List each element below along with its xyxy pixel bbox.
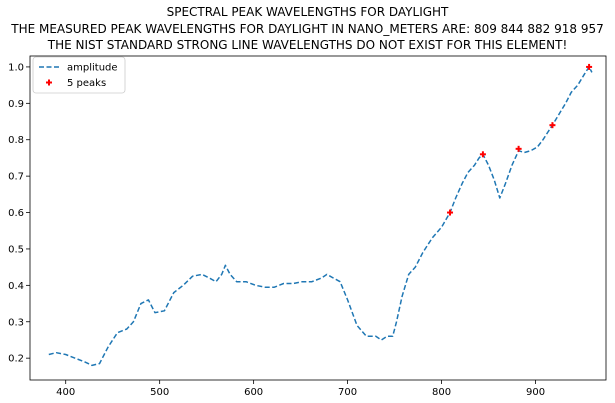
x-tick-label: 500 [150,387,169,398]
chart-subtitle-nist: THE NIST STANDARD STRONG LINE WAVELENGTH… [47,38,568,52]
legend-frame [32,56,126,94]
peak-marker [479,151,486,158]
x-tick-label: 700 [338,387,357,398]
peak-marker [515,145,522,152]
y-tick-label: 0.9 [8,99,24,110]
y-tick-label: 0.8 [8,135,24,146]
peak-marker [447,209,454,216]
y-tick-label: 0.7 [8,172,24,183]
y-tick-label: 0.5 [8,244,24,255]
axes-frame [29,55,607,381]
series-layer [48,63,593,367]
series-amplitude-line [48,66,593,367]
legend-peaks-label: 5 peaks [67,78,106,89]
x-tick-label: 800 [432,387,451,398]
x-tick-label: 900 [526,387,545,398]
peak-marker [586,63,593,70]
y-tick-label: 0.4 [8,281,24,292]
peak-marker [549,122,556,129]
x-tick-label: 400 [56,387,75,398]
x-tick-label: 600 [244,387,263,398]
legend-peaks-swatch [46,79,52,86]
y-tick-label: 0.6 [8,208,24,219]
chart-title: SPECTRAL PEAK WAVELENGTHS FOR DAYLIGHT [166,5,449,19]
chart-subtitle-peaks: THE MEASURED PEAK WAVELENGTHS FOR DAYLIG… [11,22,604,36]
legend-amplitude-label: amplitude [67,63,118,74]
y-tick-label: 0.3 [8,317,24,328]
y-tick-label: 0.2 [8,354,24,365]
y-tick-label: 1.0 [8,62,24,73]
chart-legend: amplitude 5 peaks [32,56,126,94]
axes-layer: 400 500 600 700 800 900 0.2 0.3 0.4 0.5 0.6 0.7 0.8 0… [8,55,607,398]
